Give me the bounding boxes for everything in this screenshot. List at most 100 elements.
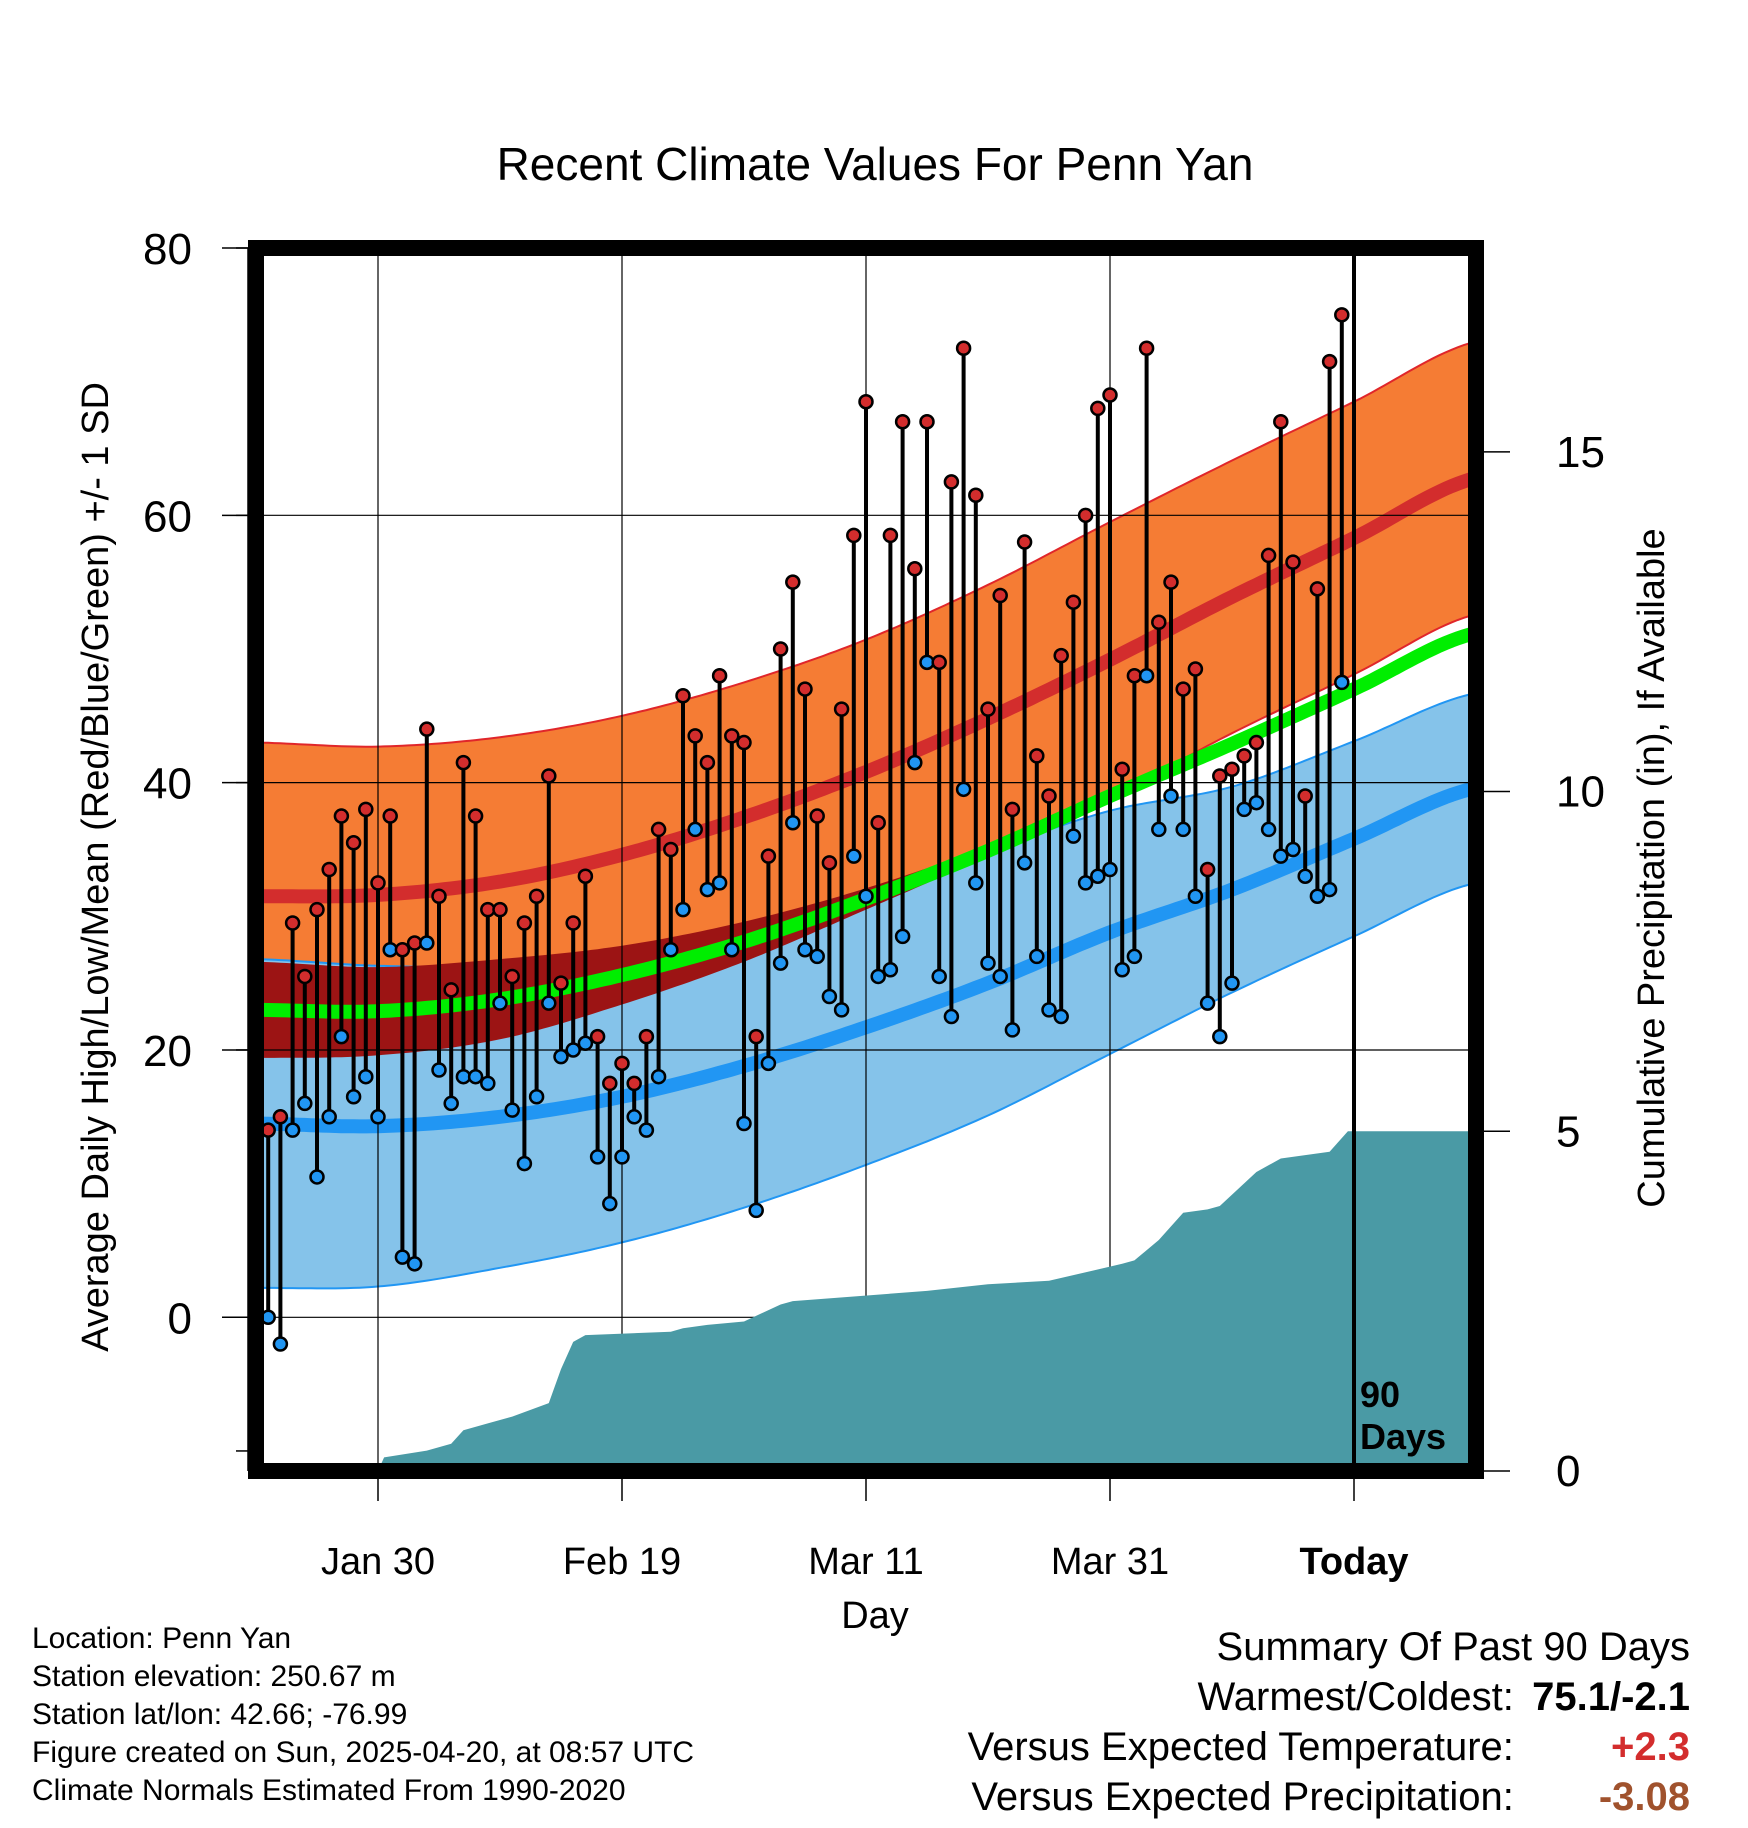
x-tick-label: Mar 31 <box>1051 1541 1169 1583</box>
daily-high-point <box>821 855 838 871</box>
plot-frame <box>248 240 1484 1479</box>
daily-low-point <box>309 1169 325 1185</box>
summary-title: Summary Of Past 90 Days <box>1216 1625 1690 1669</box>
daily-low-point <box>1029 948 1045 965</box>
daily-high-point <box>272 1109 289 1125</box>
daily-low-point <box>663 941 679 958</box>
daily-low-point <box>785 814 801 831</box>
y-tick-label: 80 <box>143 225 192 274</box>
temp-anomaly-label: Versus Expected Temperature: <box>967 1725 1514 1769</box>
daily-low-point <box>614 1149 630 1165</box>
daily-low-point <box>1248 794 1265 811</box>
warmest-coldest-value: 75.1/-2.1 <box>1532 1675 1690 1719</box>
daily-high-point <box>833 701 850 717</box>
warmest-coldest-label: Warmest/Coldest: <box>1197 1675 1514 1719</box>
daily-high-point <box>772 641 789 657</box>
x-tick-label: Feb 19 <box>563 1541 681 1583</box>
daily-low-point <box>284 1122 301 1138</box>
daily-low-point <box>1077 875 1094 891</box>
daily-high-point <box>1065 594 1082 610</box>
daily-low-point <box>1273 848 1289 864</box>
daily-high-point <box>1163 574 1179 590</box>
daily-high-point <box>382 808 398 824</box>
daily-low-point <box>419 935 435 951</box>
axes: 0 20 40 60 80 0 5 10 15 Jan 30 Feb 19 Mar 11 Mar 31 T… <box>143 225 1605 1583</box>
daily-low-point <box>1053 1008 1069 1025</box>
station-info: Location: Penn Yan Station elevation: 25… <box>32 1620 694 1810</box>
daily-low-point <box>333 1028 350 1045</box>
location-text: Location: Penn Yan <box>32 1622 292 1655</box>
daily-low-point <box>821 988 838 1005</box>
daily-high-point <box>1273 414 1289 430</box>
daily-high-point <box>699 754 716 771</box>
daily-low-point <box>480 1075 496 1092</box>
daily-low-point <box>394 1249 411 1265</box>
daily-low-point <box>894 928 911 945</box>
daily-high-point <box>675 688 691 704</box>
daily-high-point <box>1004 801 1021 818</box>
y-tick-label: 0 <box>168 1294 192 1343</box>
daily-high-point <box>589 1028 606 1045</box>
daily-low-point <box>736 1115 752 1132</box>
daily-high-point <box>1248 734 1265 751</box>
temp-anomaly-row: Versus Expected Temperature: +2.3 <box>968 1722 1690 1772</box>
daily-low-point <box>1151 821 1167 838</box>
daily-high-point <box>650 821 667 838</box>
daily-high-point <box>1334 307 1350 323</box>
daily-high-point <box>358 801 374 818</box>
daily-high-point <box>321 861 337 878</box>
daily-high-point <box>309 901 325 918</box>
daily-high-point <box>614 1055 630 1072</box>
daily-low-point <box>1102 861 1118 878</box>
daily-high-point <box>1260 547 1277 564</box>
daily-high-point <box>504 968 520 985</box>
daily-low-point <box>699 881 716 898</box>
daily-high-point <box>980 701 996 717</box>
daily-high-point <box>1053 647 1069 664</box>
created-text: Figure created on Sun, 2025-04-20, at 08… <box>32 1736 695 1769</box>
daily-high-point <box>492 901 508 918</box>
daily-low-point <box>1297 868 1313 884</box>
daily-low-point <box>406 1256 423 1272</box>
daily-high-point <box>1138 340 1155 356</box>
daily-high-point <box>882 527 899 544</box>
daily-low-point <box>760 1055 777 1072</box>
daily-high-point <box>443 982 459 998</box>
daily-high-point <box>1114 761 1130 778</box>
daily-high-point <box>760 848 777 864</box>
normals-text: Climate Normals Estimated From 1990-2020 <box>32 1774 626 1807</box>
daily-high-point <box>431 888 447 905</box>
daily-low-point <box>1236 801 1252 818</box>
daily-high-point <box>711 667 728 684</box>
daily-low-point <box>1285 841 1301 858</box>
daily-low-point <box>626 1109 642 1125</box>
daily-low-point <box>968 875 984 891</box>
daily-low-point <box>1163 788 1179 804</box>
daily-low-point <box>687 821 703 838</box>
elevation-text: Station elevation: 250.67 m <box>32 1660 396 1693</box>
daily-low-point <box>1016 855 1033 871</box>
daily-high-point <box>1199 861 1216 878</box>
daily-high-point <box>724 728 740 744</box>
daily-low-point <box>1260 821 1277 838</box>
daily-low-point <box>321 1109 337 1125</box>
precip-anomaly-value: -3.08 <box>1598 1775 1690 1819</box>
daily-low-point <box>907 754 923 771</box>
precip-anomaly-row: Versus Expected Precipitation: -3.08 <box>968 1772 1690 1822</box>
daily-low-point <box>748 1202 764 1219</box>
y-right-tick-label: 5 <box>1556 1107 1580 1156</box>
daily-low-point <box>870 968 886 985</box>
daily-low-point <box>553 1048 569 1065</box>
daily-low-point <box>833 1002 850 1018</box>
daily-low-point <box>1334 674 1350 691</box>
daily-low-point <box>1090 868 1106 884</box>
daily-low-point <box>992 968 1008 985</box>
daily-high-point <box>370 875 386 891</box>
daily-high-point <box>284 915 301 931</box>
daily-low-point <box>1126 948 1143 965</box>
daily-low-point <box>1224 975 1240 991</box>
latlon-text: Station lat/lon: 42.66; -76.99 <box>32 1698 408 1731</box>
daily-high-point <box>1285 554 1301 570</box>
daily-high-point <box>1041 788 1057 804</box>
